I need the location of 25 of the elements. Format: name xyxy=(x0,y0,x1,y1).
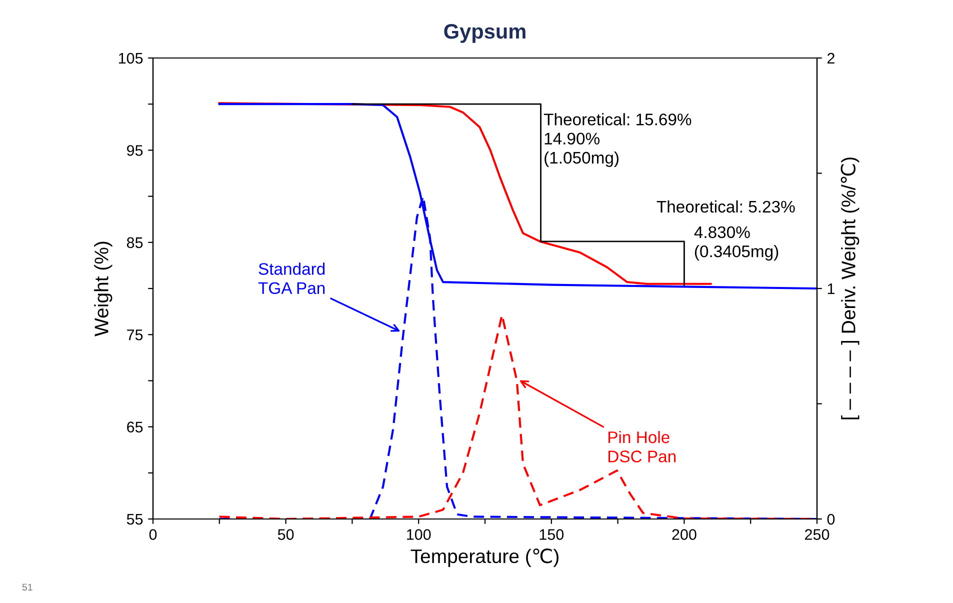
x-tick-label: 250 xyxy=(805,529,830,540)
x-tick-label: 50 xyxy=(278,529,294,540)
text: 51 xyxy=(22,584,32,591)
y-tick-label: 65 xyxy=(127,422,143,432)
y-tick-label: 105 xyxy=(118,52,143,64)
annotation: Theoretical: 5.23% xyxy=(656,200,795,213)
y-tick-label: 55 xyxy=(126,514,143,525)
y-tick-label: 85 xyxy=(126,237,143,248)
x-tick-label: 150 xyxy=(540,529,564,540)
y-tick-label: 95 xyxy=(127,145,143,156)
y2-axis-title: [ – – – – ] Deriv. Weight (%/℃) xyxy=(840,158,860,420)
annotation: Theoretical: 15.69% 14.90% (1.050mg) xyxy=(544,113,692,167)
x-tick-label: 0 xyxy=(149,529,157,540)
y-tick-label: 75 xyxy=(127,330,143,340)
chart-title: Gypsum xyxy=(444,24,526,43)
x-tick-label: 100 xyxy=(407,529,431,540)
y-axis-title: Weight (%) xyxy=(94,242,112,336)
annotation: 4.830% (0.3405mg) xyxy=(694,226,778,261)
y2-tick-label: 2 xyxy=(827,52,834,64)
y2-tick-label: 1 xyxy=(828,284,834,294)
annotation: Standard TGA Pan xyxy=(258,262,325,294)
x-axis-title: Temperature (℃) xyxy=(410,548,558,567)
y2-tick-label: 0 xyxy=(827,514,835,525)
x-tick-label: 200 xyxy=(672,529,696,540)
annotation: Pin Hole DSC Pan xyxy=(608,430,676,462)
